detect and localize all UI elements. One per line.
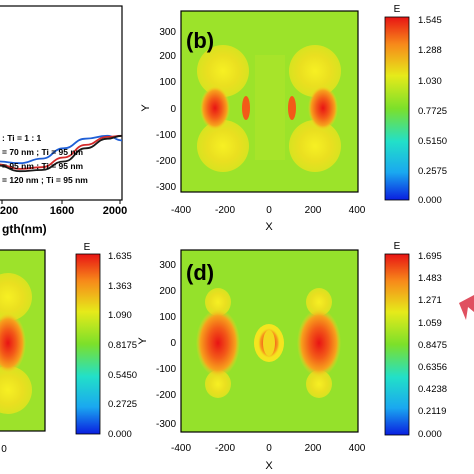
y-tick-label: 200 bbox=[159, 51, 176, 62]
panel-a-x-ticks: 200 1600 2000 bbox=[0, 200, 127, 217]
colorbar-tick: 1.545 bbox=[418, 15, 442, 26]
y-tick-label: -300 bbox=[156, 419, 176, 430]
legend-entry-2: = 70 nm ; Ti = 95 nm bbox=[2, 147, 84, 157]
colorbar-title: E bbox=[84, 242, 91, 253]
colorbar-tick: 0.6356 bbox=[418, 362, 447, 373]
edge-arrow-shape bbox=[459, 295, 474, 320]
panel-d-plot-frame bbox=[180, 249, 359, 433]
y-tick-label: -200 bbox=[156, 390, 176, 401]
x-tick-label: 1600 bbox=[50, 205, 74, 217]
colorbar-tick: 1.059 bbox=[418, 318, 442, 329]
y-tick-label: 100 bbox=[159, 312, 176, 323]
x-tick-label: 2000 bbox=[103, 205, 127, 217]
y-tick-label: -100 bbox=[156, 130, 176, 141]
colorbar-tick: 0.000 bbox=[108, 429, 132, 440]
colorbar-gradient bbox=[384, 253, 410, 436]
colorbar-gradient bbox=[75, 253, 101, 435]
colorbar-tick: 1.363 bbox=[108, 281, 132, 292]
legend-entry-3: = 95 nm ; Ti = 95 nm bbox=[2, 161, 84, 171]
panel-d-colorbar: E 1.695 1.483 1.271 1.059 0.8475 0.6356 … bbox=[384, 241, 447, 440]
panel-b-y-axis-label: Y bbox=[140, 104, 152, 112]
panel-d-x-ticks: -400 -200 0 200 400 bbox=[171, 443, 366, 454]
panel-d-heatmap bbox=[181, 250, 358, 432]
colorbar-tick: 1.695 bbox=[418, 251, 442, 262]
panel-c-plot-frame bbox=[0, 249, 46, 432]
x-tick-label: 200 bbox=[0, 205, 18, 217]
y-tick-label: 0 bbox=[170, 338, 176, 349]
colorbar-tick: 0.8175 bbox=[108, 340, 137, 351]
x-tick-label: 0 bbox=[266, 205, 272, 216]
panel-a-plot-frame bbox=[0, 5, 123, 201]
colorbar-tick: 0.000 bbox=[418, 429, 442, 440]
panel-a-legend: : Ti = 1 : 1 = 70 nm ; Ti = 95 nm = 95 n… bbox=[2, 133, 88, 185]
panel-d-y-ticks: 300 200 100 0 -100 -200 -300 bbox=[156, 260, 176, 430]
legend-entry-4: = 120 nm ; Ti = 95 nm bbox=[2, 175, 88, 185]
panel-a: : Ti = 1 : 1 = 70 nm ; Ti = 95 nm = 95 n… bbox=[0, 5, 127, 236]
y-tick-label: 300 bbox=[159, 260, 176, 271]
panel-a-series-group bbox=[0, 134, 122, 173]
y-tick-label: -100 bbox=[156, 364, 176, 375]
colorbar-tick: 0.7725 bbox=[418, 106, 447, 117]
x-tick-label: 400 bbox=[349, 443, 366, 454]
colorbar-tick: 1.030 bbox=[418, 76, 442, 87]
colorbar-tick: 1.090 bbox=[108, 310, 132, 321]
x-tick-label: -200 bbox=[215, 205, 235, 216]
panel-d-x-axis-label: X bbox=[265, 460, 273, 472]
panel-b: (b) 300 200 100 0 -100 -200 -300 Y -400 … bbox=[140, 10, 366, 233]
colorbar-tick: 1.483 bbox=[418, 273, 442, 284]
panel-b-y-ticks: 300 200 100 0 -100 -200 -300 bbox=[156, 27, 176, 193]
panel-d-label: (d) bbox=[186, 260, 214, 285]
panel-b-x-ticks: -400 -200 0 200 400 bbox=[171, 205, 366, 216]
colorbar-title: E bbox=[394, 4, 401, 15]
panel-b-heatmap bbox=[181, 11, 358, 192]
colorbar-tick: 0.5150 bbox=[418, 136, 447, 147]
colorbar-tick: 0.5450 bbox=[108, 370, 137, 381]
panel-b-colorbar: E 1.545 1.288 1.030 0.7725 0.5150 0.2575… bbox=[384, 4, 447, 206]
panel-c: 0 bbox=[0, 249, 46, 455]
y-tick-label: 200 bbox=[159, 286, 176, 297]
panel-a-x-axis-label: gth(nm) bbox=[2, 222, 47, 236]
x-tick-label: 0 bbox=[266, 443, 272, 454]
panel-d: (d) 300 200 100 0 -100 -200 -300 Y -400 … bbox=[137, 249, 366, 472]
colorbar-tick: 1.288 bbox=[418, 45, 442, 56]
x-tick-label: 400 bbox=[349, 205, 366, 216]
x-tick-label: -400 bbox=[171, 443, 191, 454]
x-tick-label: -400 bbox=[171, 205, 191, 216]
panel-c-colorbar: E 1.635 1.363 1.090 0.8175 0.5450 0.2725… bbox=[75, 242, 137, 440]
colorbar-tick: 0.2725 bbox=[108, 399, 137, 410]
colorbar-tick: 0.8475 bbox=[418, 340, 447, 351]
spectrum-line-1 bbox=[0, 134, 122, 165]
spectrum-line-3 bbox=[0, 134, 122, 173]
x-tick-label: 200 bbox=[305, 205, 322, 216]
colorbar-tick: 1.271 bbox=[418, 295, 442, 306]
y-tick-label: 0 bbox=[170, 104, 176, 115]
panel-b-x-axis-label: X bbox=[265, 221, 273, 233]
colorbar-title: E bbox=[394, 241, 401, 252]
panel-b-plot-frame bbox=[180, 10, 359, 193]
panel-c-heatmap bbox=[0, 250, 45, 431]
legend-entry-1: : Ti = 1 : 1 bbox=[2, 133, 42, 143]
colorbar-tick: 0.2575 bbox=[418, 166, 447, 177]
colorbar-tick: 1.635 bbox=[108, 251, 132, 262]
y-tick-label: -300 bbox=[156, 182, 176, 193]
x-tick-label: 0 bbox=[1, 444, 7, 455]
colorbar-tick: 0.4238 bbox=[418, 384, 447, 395]
spectrum-line-2 bbox=[0, 134, 122, 170]
x-tick-label: -200 bbox=[215, 443, 235, 454]
colorbar-tick: 0.000 bbox=[418, 195, 442, 206]
y-tick-label: -200 bbox=[156, 156, 176, 167]
panel-d-y-axis-label: Y bbox=[137, 337, 149, 345]
x-tick-label: 200 bbox=[305, 443, 322, 454]
panel-c-x-ticks: 0 bbox=[1, 444, 7, 455]
panel-b-label: (b) bbox=[186, 28, 214, 53]
colorbar-gradient bbox=[384, 16, 410, 201]
y-tick-label: 100 bbox=[159, 77, 176, 88]
y-tick-label: 300 bbox=[159, 27, 176, 38]
colorbar-tick: 0.2119 bbox=[418, 406, 446, 417]
